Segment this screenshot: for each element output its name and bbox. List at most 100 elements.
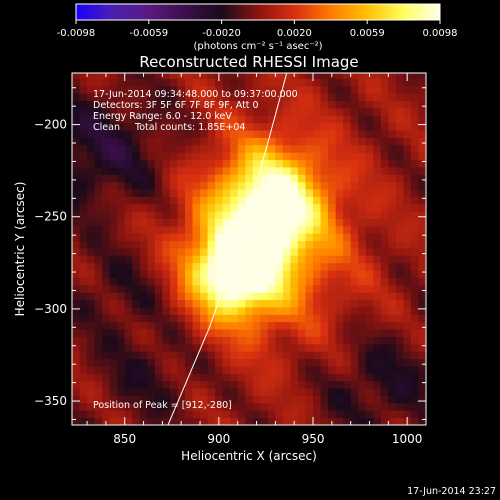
heatmap-cell bbox=[87, 203, 95, 212]
heatmap-cell bbox=[350, 152, 359, 161]
heatmap-cell bbox=[282, 137, 291, 146]
heatmap-cell bbox=[200, 395, 208, 404]
heatmap-cell bbox=[169, 358, 178, 367]
heatmap-cell bbox=[200, 270, 208, 278]
heatmap-cell bbox=[267, 108, 276, 116]
heatmap-cell bbox=[297, 73, 306, 79]
heatmap-cell bbox=[305, 240, 314, 249]
heatmap-cell bbox=[328, 284, 337, 293]
heatmap-cell bbox=[358, 248, 367, 256]
heatmap-cell bbox=[169, 240, 178, 249]
heatmap-cell bbox=[267, 93, 276, 102]
heatmap-cell bbox=[335, 380, 344, 389]
heatmap-cell bbox=[343, 402, 352, 411]
heatmap-cell bbox=[388, 351, 397, 360]
heatmap-cell bbox=[313, 343, 321, 352]
heatmap-cell bbox=[117, 203, 126, 212]
heatmap-cell bbox=[282, 395, 291, 404]
heatmap-cell bbox=[87, 395, 95, 404]
heatmap-cell bbox=[403, 314, 412, 323]
heatmap-cell bbox=[79, 225, 88, 234]
heatmap-cell bbox=[109, 144, 118, 153]
heatmap-cell bbox=[184, 417, 193, 425]
heatmap-cell bbox=[305, 358, 314, 367]
heatmap-cell bbox=[109, 299, 118, 308]
heatmap-cell bbox=[222, 108, 231, 116]
heatmap-cell bbox=[200, 115, 208, 124]
heatmap-cell bbox=[305, 410, 314, 419]
heatmap-cell bbox=[200, 144, 208, 153]
heatmap-cell bbox=[192, 343, 201, 352]
heatmap-cell bbox=[102, 233, 111, 242]
heatmap-cell bbox=[373, 292, 382, 301]
heatmap-cell bbox=[200, 410, 208, 419]
heatmap-cell bbox=[320, 196, 329, 205]
heatmap-cell bbox=[305, 130, 314, 138]
heatmap-cell bbox=[177, 292, 186, 301]
heatmap-cell bbox=[222, 410, 231, 419]
heatmap-cell bbox=[154, 152, 163, 161]
heatmap-cell bbox=[222, 373, 231, 382]
heatmap-cell bbox=[177, 115, 186, 124]
heatmap-cell bbox=[380, 144, 389, 153]
heatmap-cell bbox=[335, 262, 344, 271]
heatmap-cell bbox=[350, 85, 359, 94]
heatmap-cell bbox=[335, 351, 344, 360]
heatmap-cell bbox=[184, 248, 193, 256]
heatmap-cell bbox=[267, 410, 276, 419]
heatmap-cell bbox=[94, 115, 103, 124]
heatmap-cell bbox=[237, 181, 246, 190]
heatmap-cell bbox=[192, 174, 201, 183]
heatmap-cell bbox=[154, 181, 163, 190]
heatmap-cell bbox=[139, 366, 148, 374]
heatmap-cell bbox=[177, 314, 186, 323]
heatmap-cell bbox=[418, 108, 426, 116]
heatmap-cell bbox=[87, 343, 95, 352]
heatmap-cell bbox=[418, 292, 426, 301]
heatmap-cell bbox=[350, 284, 359, 293]
heatmap-cell bbox=[365, 240, 374, 249]
heatmap-cell bbox=[410, 152, 419, 161]
heatmap-cell bbox=[245, 329, 254, 337]
heatmap-cell bbox=[230, 189, 239, 197]
heatmap-cell bbox=[132, 73, 141, 79]
heatmap-cell bbox=[132, 270, 141, 278]
heatmap-cell bbox=[350, 395, 359, 404]
heatmap-cell bbox=[358, 366, 367, 374]
heatmap-cell bbox=[87, 373, 95, 382]
heatmap-cell bbox=[79, 299, 88, 308]
heatmap-cell bbox=[403, 321, 412, 330]
heatmap-cell bbox=[267, 255, 276, 264]
heatmap-cell bbox=[305, 314, 314, 323]
heatmap-cell bbox=[87, 225, 95, 234]
heatmap-cell bbox=[403, 93, 412, 102]
heatmap-cell bbox=[132, 410, 141, 419]
heatmap-cell bbox=[72, 196, 80, 205]
heatmap-cell bbox=[403, 410, 412, 419]
heatmap-cell bbox=[72, 233, 80, 242]
heatmap-cell bbox=[237, 307, 246, 315]
heatmap-cell bbox=[343, 203, 352, 212]
heatmap-cell bbox=[147, 402, 156, 411]
heatmap-cell bbox=[109, 417, 118, 425]
heatmap-cell bbox=[275, 395, 284, 404]
heatmap-cell bbox=[215, 262, 224, 271]
heatmap-cell bbox=[350, 174, 359, 183]
heatmap-cell bbox=[124, 395, 133, 404]
heatmap-cell bbox=[192, 248, 201, 256]
heatmap-cell bbox=[215, 358, 224, 367]
heatmap-cell bbox=[237, 248, 246, 256]
heatmap-cell bbox=[117, 181, 126, 190]
heatmap-cell bbox=[147, 196, 156, 205]
heatmap-cell bbox=[169, 388, 178, 396]
heatmap-cell bbox=[102, 255, 111, 264]
heatmap-cell bbox=[297, 108, 306, 116]
heatmap-cell bbox=[395, 137, 404, 146]
heatmap-cell bbox=[245, 292, 254, 301]
heatmap-cell bbox=[207, 388, 216, 396]
heatmap-cell bbox=[230, 137, 239, 146]
heatmap-cell bbox=[252, 351, 261, 360]
heatmap-cell bbox=[230, 336, 239, 345]
heatmap-cell bbox=[207, 233, 216, 242]
heatmap-cell bbox=[267, 189, 276, 197]
